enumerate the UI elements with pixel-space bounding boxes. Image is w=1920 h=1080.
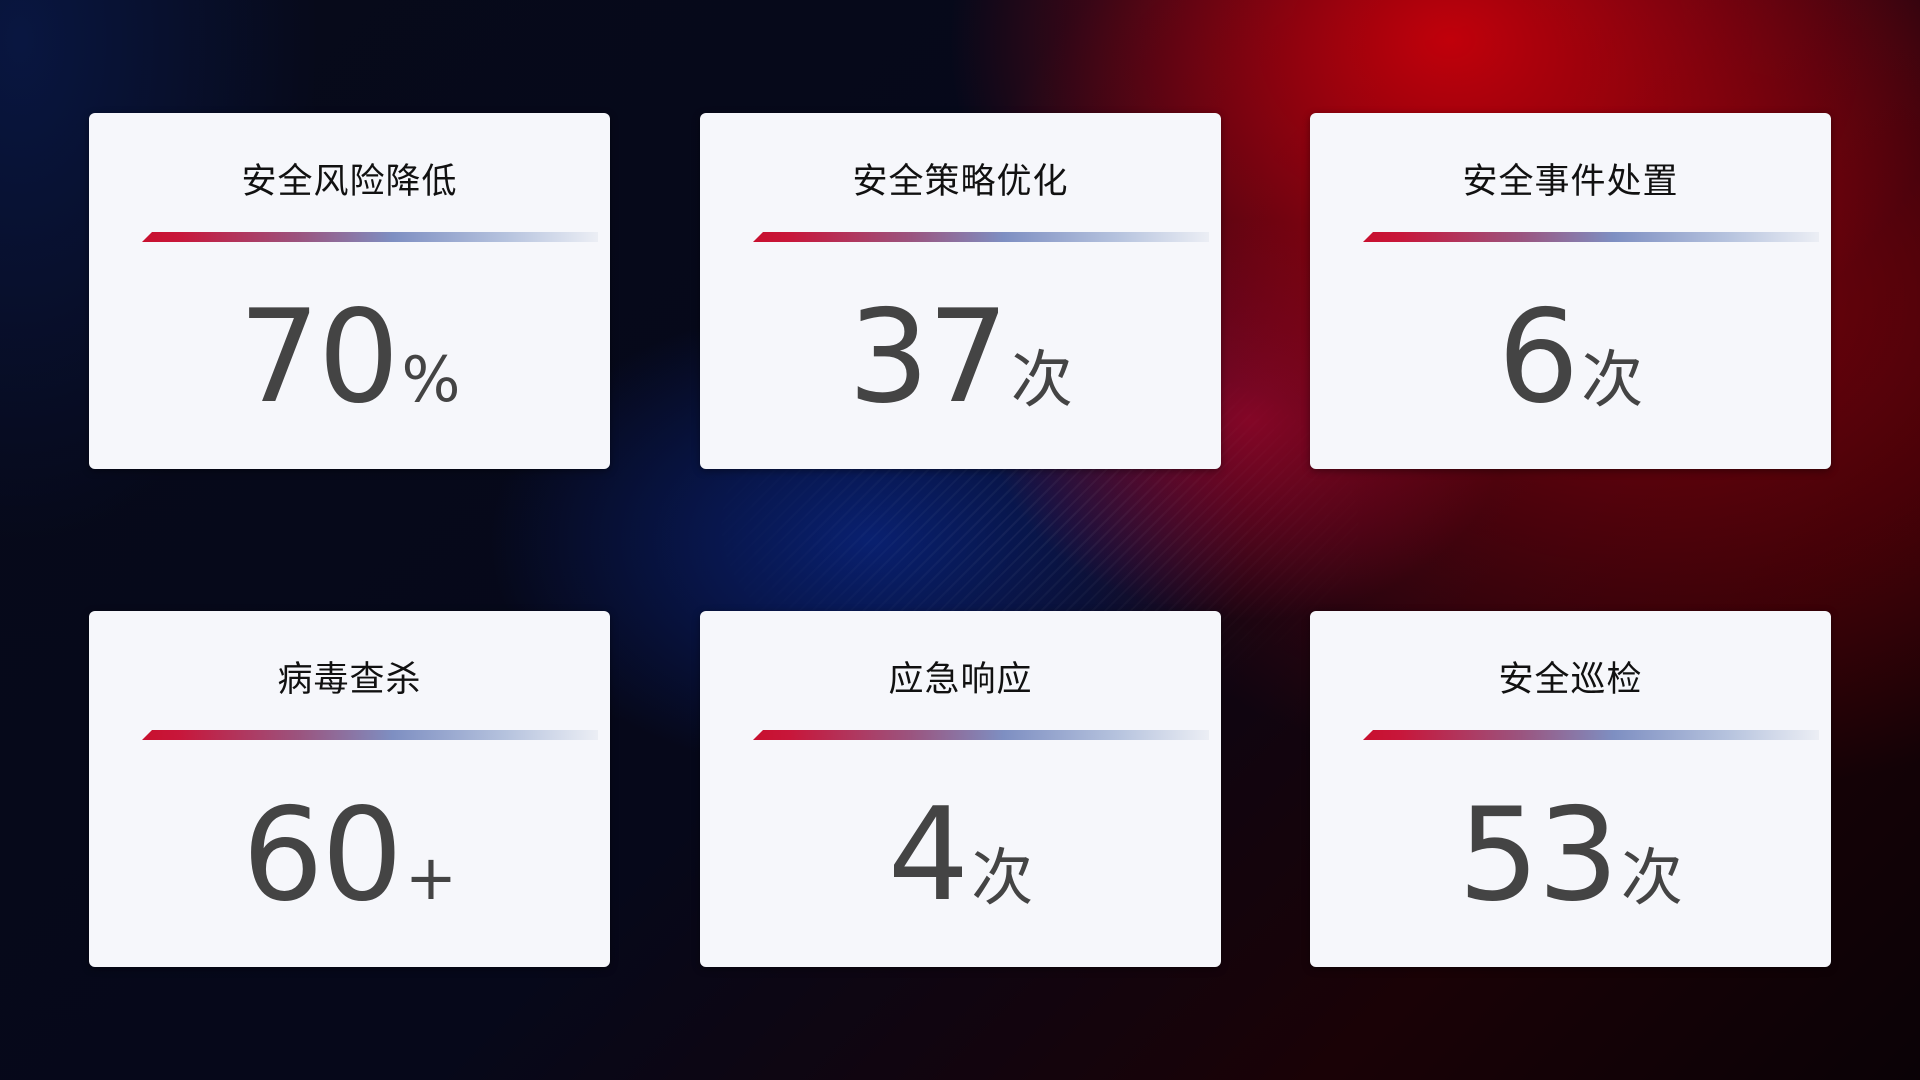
- card-value: 60+: [89, 781, 610, 930]
- card-value: 4次: [700, 781, 1221, 930]
- card-value: 53次: [1310, 781, 1831, 930]
- value-unit: 次: [1010, 343, 1073, 416]
- card-value: 70%: [89, 283, 610, 432]
- value-unit: 次: [1581, 343, 1644, 416]
- stat-card-incident-handling: 安全事件处置 6次: [1310, 113, 1831, 469]
- stat-card-emergency-response: 应急响应 4次: [700, 611, 1221, 967]
- gradient-divider: [1363, 232, 1819, 242]
- gradient-divider: [142, 232, 598, 242]
- stat-card-security-inspection: 安全巡检 53次: [1310, 611, 1831, 967]
- card-title: 安全风险降低: [241, 162, 458, 202]
- card-title: 安全事件处置: [1462, 162, 1679, 202]
- gradient-divider: [142, 730, 598, 740]
- stat-card-virus-removal: 病毒查杀 60+: [89, 611, 610, 967]
- value-unit: %: [401, 343, 461, 416]
- gradient-divider: [753, 232, 1209, 242]
- value-number: 60: [242, 781, 403, 930]
- card-title: 应急响应: [888, 660, 1033, 700]
- card-title: 安全策略优化: [852, 162, 1069, 202]
- gradient-divider: [753, 730, 1209, 740]
- value-unit: +: [404, 841, 457, 914]
- value-number: 53: [1458, 781, 1619, 930]
- gradient-divider: [1363, 730, 1819, 740]
- value-number: 6: [1497, 283, 1579, 432]
- card-value: 37次: [700, 283, 1221, 432]
- value-unit: 次: [971, 841, 1034, 914]
- card-title: 安全巡检: [1498, 660, 1643, 700]
- value-number: 70: [238, 283, 400, 432]
- card-title: 病毒查杀: [277, 660, 422, 700]
- value-unit: 次: [1620, 841, 1683, 914]
- stat-card-risk-reduction: 安全风险降低 70%: [89, 113, 610, 469]
- card-value: 6次: [1310, 283, 1831, 432]
- value-number: 37: [848, 283, 1009, 432]
- stat-card-policy-optimization: 安全策略优化 37次: [700, 113, 1221, 469]
- value-number: 4: [887, 781, 969, 930]
